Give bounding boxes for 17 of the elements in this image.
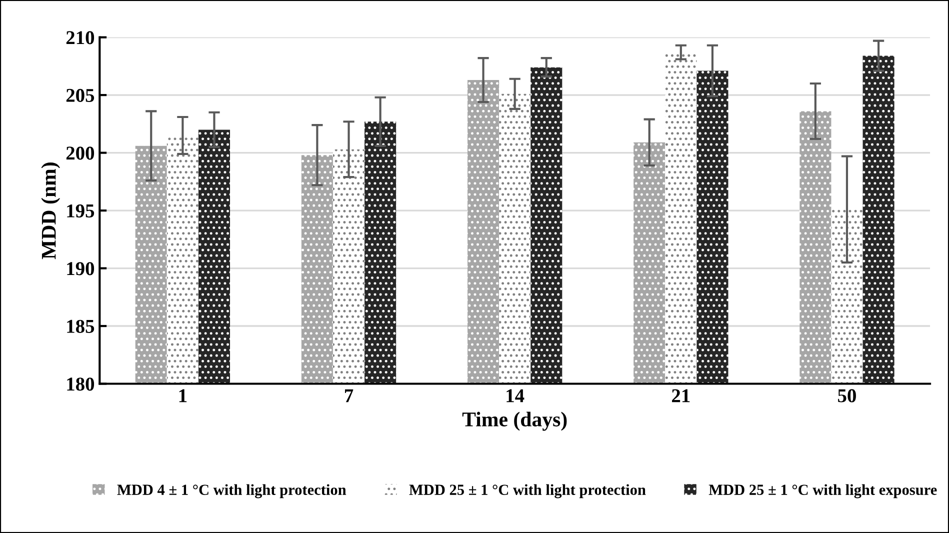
- y-tick-label: 190: [67, 262, 94, 276]
- y-tick-label: 200: [66, 146, 94, 160]
- y-tick-label: 210: [66, 31, 94, 44]
- x-tick-label: 14: [506, 389, 524, 402]
- legend-label: MDD 25 ± 1 °C with light exposure: [708, 484, 937, 498]
- x-tick-label: 1: [179, 389, 187, 402]
- x-tick-label: 21: [672, 389, 690, 402]
- x-tick-label: 50: [838, 389, 856, 402]
- y-tick-label: 195: [67, 204, 94, 218]
- y-tick-label: 180: [67, 378, 94, 391]
- legend-label: MDD 4 ± 1 °C with light protection: [117, 484, 346, 498]
- y-tick-label: 205: [66, 88, 94, 102]
- y-axis-title: MDD (nm): [41, 162, 60, 260]
- y-tick-label: 185: [67, 320, 94, 333]
- x-axis-title: Time (days): [462, 412, 567, 431]
- x-tick-label: 7: [345, 389, 354, 402]
- legend-label: MDD 25 ± 1 °C with light protection: [409, 484, 646, 498]
